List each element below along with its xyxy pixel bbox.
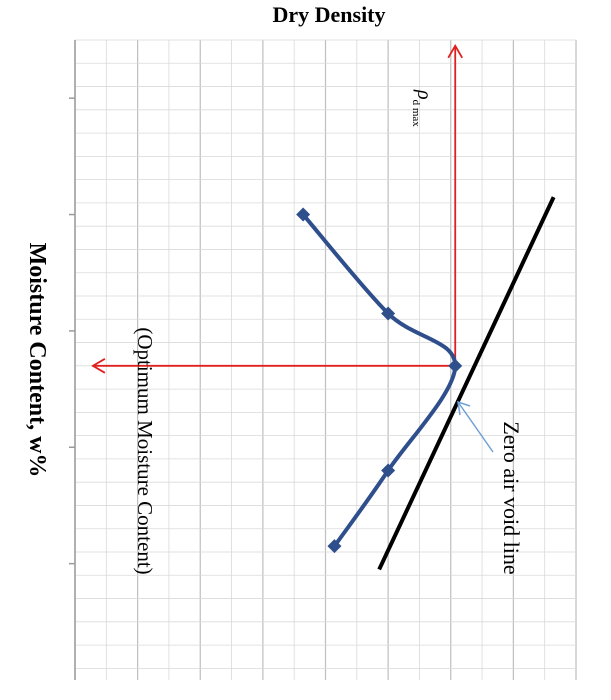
- data-point: [296, 207, 311, 222]
- optimum-moisture-arrowhead: [91, 358, 106, 374]
- grid: [74, 39, 577, 680]
- zero-air-void-label: Zero air void line: [499, 421, 524, 574]
- optimum-moisture-label: (Optimum Moisture Content): [133, 327, 157, 574]
- zero-air-void-line: [377, 196, 556, 571]
- data-point: [381, 463, 396, 478]
- chart-title: Dry Density: [272, 2, 385, 27]
- zero-air-void-pointer-head: [457, 400, 471, 416]
- max-dry-density-symbol: ρ: [413, 89, 435, 100]
- data-point: [327, 539, 342, 554]
- max-density-arrowhead: [447, 44, 464, 59]
- data-points: [296, 207, 463, 554]
- zero-air-void-pointer: [457, 401, 494, 453]
- axis-ticks: [69, 97, 75, 565]
- max-dry-density-subscript: d max: [410, 100, 422, 128]
- data-point: [448, 358, 463, 373]
- optimum-guides: [91, 44, 464, 374]
- max-dry-density-label: ρd max: [410, 89, 435, 127]
- data-point: [381, 306, 396, 321]
- x-axis-label: Moisture Content, w%: [24, 243, 50, 478]
